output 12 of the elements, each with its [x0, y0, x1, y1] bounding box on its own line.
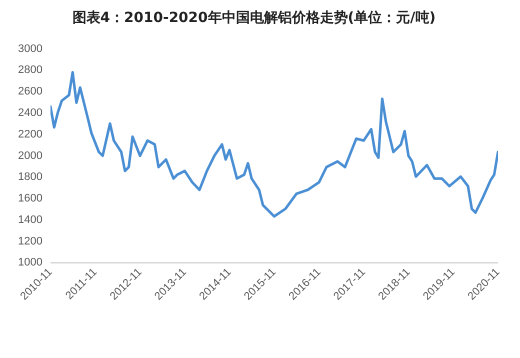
y-tick-label: 3000 [18, 42, 42, 55]
y-tick-label: 2200 [18, 128, 42, 140]
y-tick-label: 1200 [18, 235, 42, 248]
y-tick-label: 1000 [18, 256, 42, 269]
y-tick-label: 2000 [18, 150, 42, 162]
y-tick-label: 1600 [18, 192, 42, 205]
y-tick-label: 2400 [18, 107, 42, 119]
y-tick-label: 1400 [18, 214, 42, 226]
chart-title: 图表4：2010-2020年中国电解铝价格走势(单位：元/吨) [72, 10, 436, 26]
y-tick-label: 2800 [18, 64, 42, 76]
y-tick-label: 2600 [18, 86, 42, 98]
y-tick-label: 1800 [18, 171, 42, 184]
